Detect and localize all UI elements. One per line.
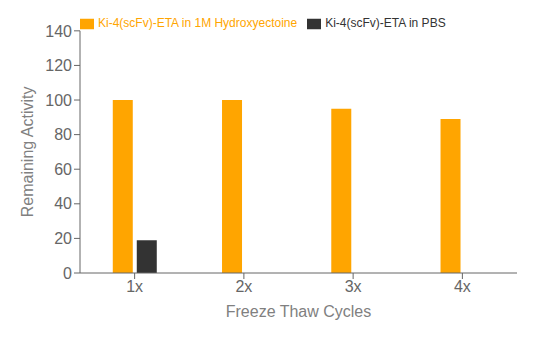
svg-text:1x: 1x <box>126 278 143 295</box>
svg-text:60: 60 <box>54 161 72 178</box>
svg-text:80: 80 <box>54 126 72 143</box>
svg-text:3x: 3x <box>345 278 362 295</box>
svg-text:Freeze Thaw Cycles: Freeze Thaw Cycles <box>226 303 372 320</box>
svg-text:40: 40 <box>54 195 72 212</box>
svg-text:100: 100 <box>45 92 72 109</box>
svg-text:Remaining Activity: Remaining Activity <box>19 87 36 218</box>
svg-text:20: 20 <box>54 230 72 247</box>
svg-text:120: 120 <box>45 57 72 74</box>
svg-text:0: 0 <box>63 265 72 282</box>
svg-text:140: 140 <box>45 23 72 40</box>
html-text:Ki-4(scFv)-ETA in PBS: Ki-4(scFv)-ETA in PBS <box>325 16 446 30</box>
html-text:Ki-4(scFv)-ETA in 1M Hydroxyec: Ki-4(scFv)-ETA in 1M Hydroxyectoine <box>98 16 298 30</box>
svg-text:2x: 2x <box>235 278 252 295</box>
svg-text:4x: 4x <box>454 278 471 295</box>
